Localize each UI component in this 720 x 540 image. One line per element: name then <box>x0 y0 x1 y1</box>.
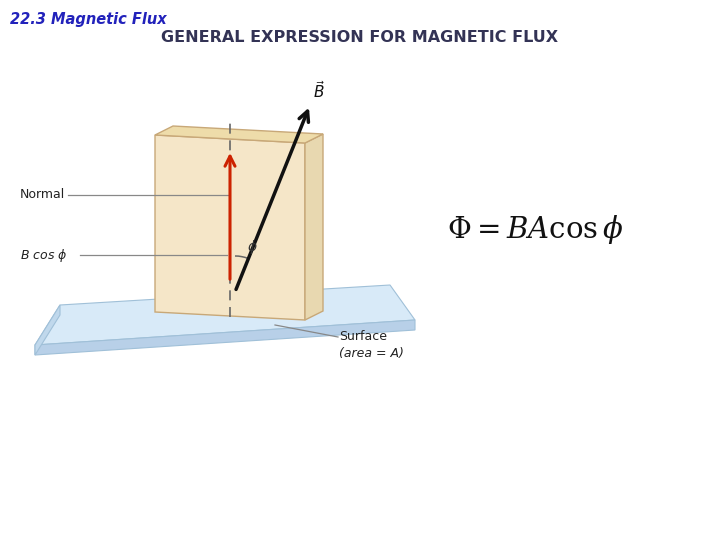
Text: (area = A): (area = A) <box>339 348 404 361</box>
Polygon shape <box>155 126 323 143</box>
Text: Surface: Surface <box>339 330 387 343</box>
Polygon shape <box>35 305 60 355</box>
Polygon shape <box>35 320 415 355</box>
Text: 22.3 Magnetic Flux: 22.3 Magnetic Flux <box>10 12 166 27</box>
Text: GENERAL EXPRESSION FOR MAGNETIC FLUX: GENERAL EXPRESSION FOR MAGNETIC FLUX <box>161 30 559 45</box>
Text: $\phi$: $\phi$ <box>248 238 258 256</box>
Polygon shape <box>35 285 415 345</box>
Polygon shape <box>305 134 323 320</box>
Text: $\vec{B}$: $\vec{B}$ <box>313 80 325 101</box>
Text: $\Phi = BA\cos\phi$: $\Phi = BA\cos\phi$ <box>446 213 624 246</box>
Polygon shape <box>155 135 305 320</box>
Text: Normal: Normal <box>20 188 66 201</box>
Text: $B$ cos $\phi$: $B$ cos $\phi$ <box>20 246 68 264</box>
